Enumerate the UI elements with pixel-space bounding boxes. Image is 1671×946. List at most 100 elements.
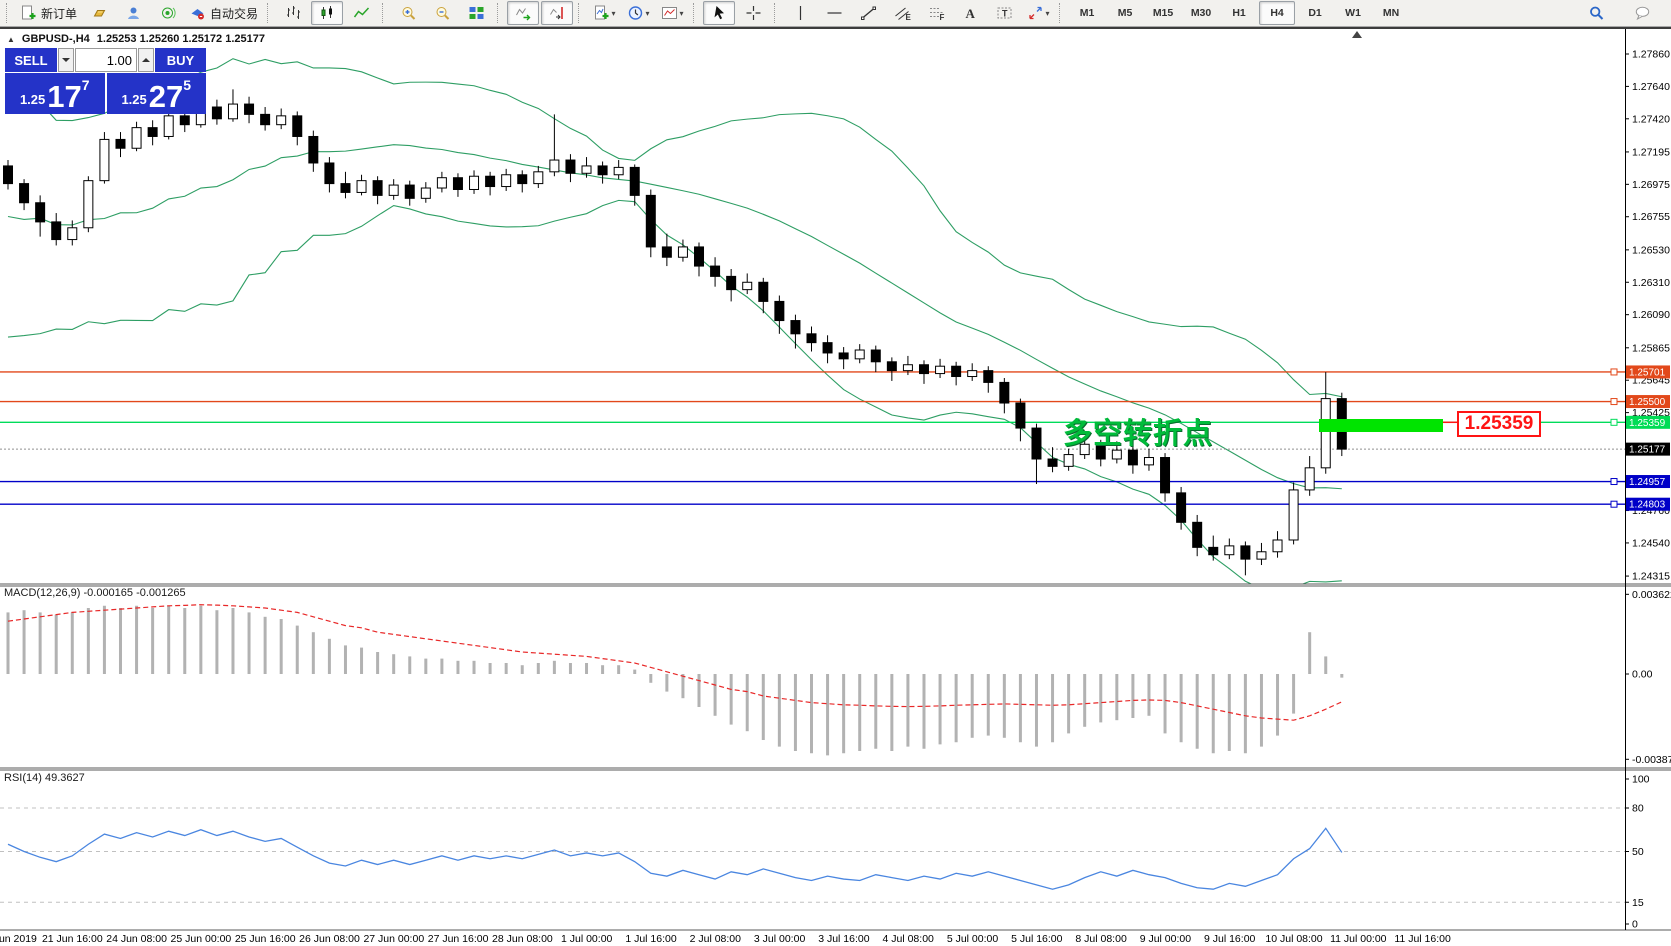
- search-button[interactable]: [1580, 1, 1612, 25]
- level-handle[interactable]: [1610, 418, 1618, 426]
- candle: [292, 111, 303, 146]
- turning-point-annotation[interactable]: 多空转折点: [1063, 418, 1214, 450]
- volume-increase-button[interactable]: [138, 48, 154, 72]
- new-order-button-label: 新订单: [41, 6, 78, 21]
- line-chart-button[interactable]: [345, 1, 377, 25]
- price-level-badge: [1626, 442, 1670, 456]
- signals-button[interactable]: [151, 1, 183, 25]
- zoom-out-button[interactable]: [426, 1, 458, 25]
- level-handle[interactable]: [1610, 398, 1618, 406]
- vertical-line-button[interactable]: [784, 1, 816, 25]
- arrows-button[interactable]: ▾: [1022, 1, 1054, 25]
- bars-icon: [285, 5, 302, 21]
- cursor-button[interactable]: [703, 1, 736, 25]
- tf-mn-button-label: MN: [1382, 7, 1400, 19]
- tf-m1-button[interactable]: M1: [1069, 1, 1105, 25]
- chevron-down-icon[interactable]: ▾: [1045, 8, 1050, 18]
- level-handle[interactable]: [1610, 368, 1618, 376]
- bar-chart-button[interactable]: [277, 1, 309, 25]
- candlestick-chart-button[interactable]: [311, 1, 344, 25]
- horizontal-line-button[interactable]: [818, 1, 850, 25]
- toolbar-separator: [774, 3, 779, 23]
- candle: [1111, 441, 1122, 464]
- tf-d1-button[interactable]: D1: [1297, 1, 1333, 25]
- candle: [902, 355, 913, 376]
- sell-price-big: 17: [47, 78, 82, 114]
- price-level-badges: 1.25701 1.25500 1.25359 1.25177 1.24957 1.248…: [1610, 365, 1670, 511]
- time-label: 11 Jul 00:00: [1330, 933, 1387, 945]
- candle: [983, 366, 994, 393]
- highlight-zone[interactable]: [1319, 419, 1443, 432]
- candle: [517, 170, 528, 193]
- macd-values: -0.000165 -0.001265: [83, 587, 186, 599]
- channel-button[interactable]: E: [886, 1, 918, 25]
- time-label: 21 Jun 2019: [0, 933, 37, 945]
- chat-button[interactable]: [1626, 1, 1658, 25]
- buy-price-quote[interactable]: 1.25 27 5: [106, 73, 206, 114]
- fibonacci-button[interactable]: F: [920, 1, 952, 25]
- macd-scale-label: -0.003877: [1632, 754, 1671, 766]
- template-icon: [661, 5, 678, 21]
- tf-h1-button[interactable]: H1: [1221, 1, 1257, 25]
- candle: [1031, 423, 1042, 485]
- text-icon: A: [962, 5, 979, 21]
- autotrading-button[interactable]: 自动交易: [185, 1, 262, 25]
- crosshair-button[interactable]: [737, 1, 769, 25]
- templates-button[interactable]: ▾: [656, 1, 688, 25]
- autotrading-button-label: 自动交易: [210, 6, 259, 21]
- rsi-scale-label: 80: [1632, 803, 1644, 815]
- community-button[interactable]: [117, 1, 149, 25]
- buy-button[interactable]: BUY: [155, 48, 206, 72]
- auto-scroll-button[interactable]: [507, 1, 540, 25]
- tile-windows-button[interactable]: [460, 1, 492, 25]
- zoom-in-button[interactable]: [392, 1, 424, 25]
- chevron-down-icon[interactable]: ▾: [679, 8, 684, 18]
- time-label: 11 Jul 16:00: [1394, 933, 1451, 945]
- volume-input[interactable]: [75, 48, 137, 72]
- tf-mn-button[interactable]: MN: [1373, 1, 1409, 25]
- tf-m5-button[interactable]: M5: [1107, 1, 1143, 25]
- chevron-down-icon[interactable]: ▾: [611, 8, 616, 18]
- collapse-arrow-icon[interactable]: ▲: [7, 34, 15, 44]
- chart-shift-marker[interactable]: [1352, 31, 1362, 38]
- macd-pane: [6, 604, 1344, 756]
- candle: [227, 89, 238, 122]
- tf-m1-button-label: M1: [1079, 7, 1095, 19]
- candle: [870, 345, 881, 373]
- candle: [1192, 514, 1203, 557]
- candle: [774, 295, 785, 334]
- new-chart-icon: [593, 5, 610, 21]
- tf-w1-button[interactable]: W1: [1335, 1, 1371, 25]
- candle: [51, 213, 62, 246]
- macd-scale-label: 0.00: [1632, 669, 1653, 681]
- chart-shift-button[interactable]: [541, 1, 574, 25]
- market-watch-button[interactable]: [83, 1, 115, 25]
- candle: [1095, 439, 1106, 467]
- price-tag-annotation[interactable]: 1.25359: [1457, 411, 1541, 437]
- tf-m15-button[interactable]: M15: [1145, 1, 1181, 25]
- time-label: 1 Jul 16:00: [625, 933, 677, 945]
- text-button[interactable]: A: [954, 1, 986, 25]
- chart-canvas[interactable]: 1.27860 1.27640 1.27420 1.27195 1.26975 1.267…: [0, 29, 1671, 946]
- label-button[interactable]: T: [988, 1, 1020, 25]
- new-chart-button[interactable]: ▾: [588, 1, 620, 25]
- candle: [452, 173, 463, 197]
- chevron-down-icon[interactable]: ▾: [645, 8, 650, 18]
- candle: [99, 132, 110, 184]
- level-handle[interactable]: [1610, 478, 1618, 486]
- sell-price-quote[interactable]: 1.25 17 7: [5, 73, 105, 114]
- price-tick-label: 1.27420: [1632, 113, 1670, 125]
- level-handle[interactable]: [1610, 500, 1618, 508]
- tf-m30-button[interactable]: M30: [1183, 1, 1219, 25]
- tf-h4-button[interactable]: H4: [1259, 1, 1296, 25]
- candle: [549, 114, 560, 177]
- sell-button[interactable]: SELL: [5, 48, 57, 72]
- chart-area[interactable]: 1.27860 1.27640 1.27420 1.27195 1.26975 1.267…: [0, 27, 1671, 946]
- sell-price-prefix: 1.25: [19, 92, 46, 107]
- new-order-button[interactable]: 新订单: [16, 1, 81, 25]
- volume-decrease-button[interactable]: [58, 48, 74, 72]
- tf-d1-button-label: D1: [1308, 7, 1322, 19]
- periods-button[interactable]: ▾: [622, 1, 654, 25]
- candle: [131, 121, 142, 152]
- trendline-button[interactable]: [852, 1, 884, 25]
